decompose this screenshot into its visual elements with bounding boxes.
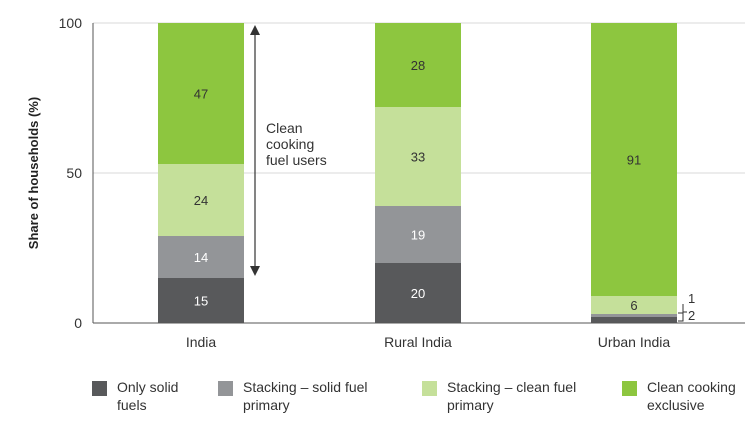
data-label: 14 <box>194 250 208 265</box>
data-label: 15 <box>194 294 208 309</box>
legend-swatch <box>622 381 637 396</box>
legend-label: Stacking – solid fuel primary <box>243 379 368 413</box>
bar-segment <box>591 23 677 296</box>
leader-line <box>678 304 684 314</box>
y-tick-label: 50 <box>66 165 82 181</box>
data-label: 47 <box>194 87 208 102</box>
leader-line <box>678 311 687 322</box>
legend-swatch <box>92 381 107 396</box>
bar-segment <box>591 296 677 314</box>
x-tick-label: India <box>186 334 217 350</box>
y-axis-label: Share of households (%) <box>26 97 41 249</box>
annotation-clean-users: Clean cooking fuel users <box>266 120 327 168</box>
legend-item: Clean cooking exclusive <box>622 378 736 414</box>
data-label: 20 <box>411 286 425 301</box>
x-tick-label: Urban India <box>598 334 671 350</box>
legend-label: Stacking – clean fuel primary <box>447 379 577 413</box>
data-label: 6 <box>630 298 637 313</box>
x-tick-label: Rural India <box>384 334 452 350</box>
urban-small-label: 1 <box>688 291 695 306</box>
urban-small-label: 2 <box>688 308 695 323</box>
bar-segment <box>158 236 244 278</box>
bar-segment <box>158 23 244 164</box>
legend-item: Stacking – solid fuel primary <box>218 378 368 414</box>
legend-item: Only solid fuels <box>92 378 178 414</box>
bar-segment <box>591 317 677 323</box>
bar-segment <box>375 263 461 323</box>
data-label: 19 <box>411 228 425 243</box>
legend-swatch <box>422 381 437 396</box>
bar-segment <box>375 23 461 107</box>
chart-legend: Only solid fuels Stacking – solid fuel pr… <box>92 378 752 428</box>
bar-segment <box>375 206 461 263</box>
bar-segment <box>591 314 677 317</box>
annotation-arrow-head-up <box>250 25 260 35</box>
legend-swatch <box>218 381 233 396</box>
bar-segment <box>158 164 244 236</box>
y-tick-label: 100 <box>59 15 83 31</box>
data-label: 24 <box>194 193 208 208</box>
stacked-bar-chart: 0 50 100 Share of households (%) 15 14 24 47 Ind… <box>26 15 745 350</box>
data-label: 33 <box>411 150 425 165</box>
bar-segment <box>158 278 244 323</box>
data-label: 28 <box>411 58 425 73</box>
legend-item: Stacking – clean fuel primary <box>422 378 576 414</box>
legend-label: Only solid fuels <box>117 379 179 413</box>
annotation-arrow-head-down <box>250 266 260 276</box>
y-tick-label: 0 <box>74 315 82 331</box>
data-label: 91 <box>627 153 641 168</box>
legend-label: Clean cooking exclusive <box>647 379 736 413</box>
bar-segment <box>375 107 461 206</box>
